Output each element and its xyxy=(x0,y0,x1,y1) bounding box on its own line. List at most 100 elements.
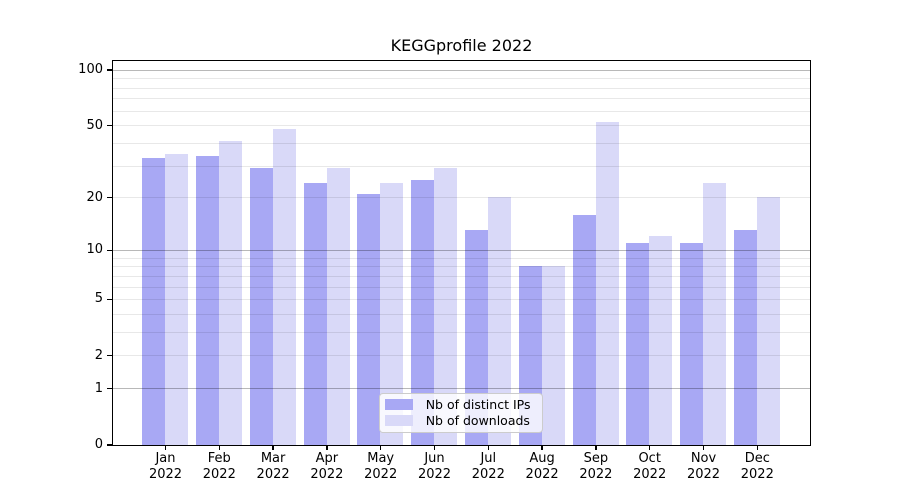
bar-nb-of-downloads-aug xyxy=(541,266,565,445)
x-tick-month: Jul xyxy=(480,451,497,466)
y-tick-label: 0 xyxy=(94,437,103,452)
x-tick-month: Sep xyxy=(583,451,609,466)
x-tick-month: Dec xyxy=(744,451,770,466)
x-tick-mark xyxy=(595,445,597,450)
minor-gridline xyxy=(112,332,810,334)
x-tick-mark xyxy=(326,445,328,450)
bar-nb-of-downloads-may xyxy=(380,183,404,445)
minor-gridline xyxy=(112,313,810,315)
bar-nb-of-downloads-oct xyxy=(649,236,673,445)
x-tick-month: May xyxy=(367,451,395,466)
bar-nb-of-distinct-ips-jan xyxy=(142,158,166,445)
x-tick-year: 2022 xyxy=(364,467,398,482)
x-tick-label-feb: Feb 2022 xyxy=(179,451,259,483)
tick-gridline xyxy=(112,125,810,127)
y-tick-label: 10 xyxy=(86,242,103,258)
x-tick-mark xyxy=(541,445,543,450)
x-tick-year: 2022 xyxy=(525,467,559,482)
major-gridline xyxy=(112,69,810,71)
minor-gridline xyxy=(112,87,810,89)
major-gridline xyxy=(112,388,810,390)
bar-nb-of-distinct-ips-feb xyxy=(196,155,219,445)
legend-label-downloads: Nb of downloads xyxy=(425,413,530,429)
y-tick-label: 50 xyxy=(86,117,103,133)
x-tick-label-sep: Sep 2022 xyxy=(556,451,636,483)
x-tick-year: 2022 xyxy=(310,467,344,482)
tick-gridline xyxy=(112,197,810,199)
x-tick-year: 2022 xyxy=(633,467,667,482)
x-tick-label-oct: Oct 2022 xyxy=(610,451,690,483)
legend-label-distinct-ips: Nb of distinct IPs xyxy=(425,397,531,413)
x-tick-label-jul: Jul 2022 xyxy=(448,451,528,483)
y-tick-mark xyxy=(107,388,113,390)
legend-swatch-downloads xyxy=(384,415,413,427)
bar-nb-of-downloads-jul xyxy=(488,197,511,445)
y-tick-mark xyxy=(107,249,113,251)
x-tick-month: Nov xyxy=(690,451,717,466)
minor-gridline xyxy=(112,257,810,259)
legend-item-downloads: Nb of downloads xyxy=(384,413,536,429)
x-tick-mark xyxy=(433,445,436,450)
bar-nb-of-downloads-nov xyxy=(703,183,727,445)
bar-nb-of-distinct-ips-nov xyxy=(680,242,704,445)
x-tick-month: Jun xyxy=(424,451,445,466)
y-tick-mark xyxy=(107,69,113,71)
x-tick-mark xyxy=(756,445,758,450)
x-tick-label-nov: Nov 2022 xyxy=(664,451,744,483)
tick-gridline xyxy=(112,299,810,301)
x-tick-label-dec: Dec 2022 xyxy=(717,451,797,483)
legend-item-distinct-ips: Nb of distinct IPs xyxy=(384,397,536,413)
y-tick-mark xyxy=(107,444,113,446)
x-tick-label-jan: Jan 2022 xyxy=(126,451,206,483)
x-tick-mark xyxy=(218,445,220,450)
minor-gridline xyxy=(112,266,810,268)
x-tick-year: 2022 xyxy=(471,467,505,482)
x-tick-label-mar: Mar 2022 xyxy=(233,451,313,483)
x-tick-mark xyxy=(380,445,382,450)
x-tick-year: 2022 xyxy=(148,467,183,482)
x-tick-label-aug: Aug 2022 xyxy=(502,451,582,483)
bar-nb-of-downloads-feb xyxy=(219,141,242,445)
x-tick-month: Aug xyxy=(529,451,555,466)
minor-gridline xyxy=(112,143,810,145)
minor-gridline xyxy=(112,78,810,80)
bar-nb-of-downloads-jun xyxy=(434,168,458,445)
bar-nb-of-distinct-ips-oct xyxy=(626,242,650,445)
minor-gridline xyxy=(112,286,810,288)
bar-nb-of-downloads-dec xyxy=(757,197,780,445)
x-tick-month: Apr xyxy=(315,451,339,466)
bar-nb-of-downloads-apr xyxy=(326,168,350,445)
minor-gridline xyxy=(112,110,810,112)
bar-nb-of-distinct-ips-jul xyxy=(465,230,488,445)
x-tick-mark xyxy=(487,445,489,450)
x-tick-month: Feb xyxy=(207,451,231,466)
minor-gridline xyxy=(112,98,810,100)
y-tick-label: 1 xyxy=(94,380,103,396)
y-tick-label: 20 xyxy=(86,189,103,205)
bar-nb-of-downloads-jan xyxy=(165,153,189,445)
bar-nb-of-distinct-ips-may xyxy=(357,193,381,445)
bar-nb-of-distinct-ips-jun xyxy=(411,180,435,445)
legend: Nb of distinct IPs Nb of downloads xyxy=(378,392,543,433)
x-tick-year: 2022 xyxy=(686,467,721,482)
plot-area: Nb of distinct IPs Nb of downloads xyxy=(111,59,811,446)
bar-nb-of-distinct-ips-apr xyxy=(303,183,327,445)
minor-gridline xyxy=(112,275,810,277)
y-tick-mark xyxy=(107,298,113,301)
y-tick-label: 5 xyxy=(94,291,103,307)
x-tick-label-jun: Jun 2022 xyxy=(395,451,475,483)
minor-gridline xyxy=(112,165,810,167)
x-tick-month: Jan xyxy=(155,451,176,466)
x-tick-year: 2022 xyxy=(202,467,236,482)
chart-title: KEGGprofile 2022 xyxy=(390,36,533,55)
x-tick-mark xyxy=(164,445,167,450)
y-tick-label: 100 xyxy=(78,62,103,78)
y-tick-mark xyxy=(107,197,113,199)
x-tick-label-may: May 2022 xyxy=(341,451,421,483)
y-tick-label: 2 xyxy=(94,347,103,363)
x-tick-year: 2022 xyxy=(417,467,452,482)
x-tick-mark xyxy=(649,445,651,450)
x-tick-mark xyxy=(272,445,274,450)
bar-nb-of-downloads-mar xyxy=(272,128,296,445)
